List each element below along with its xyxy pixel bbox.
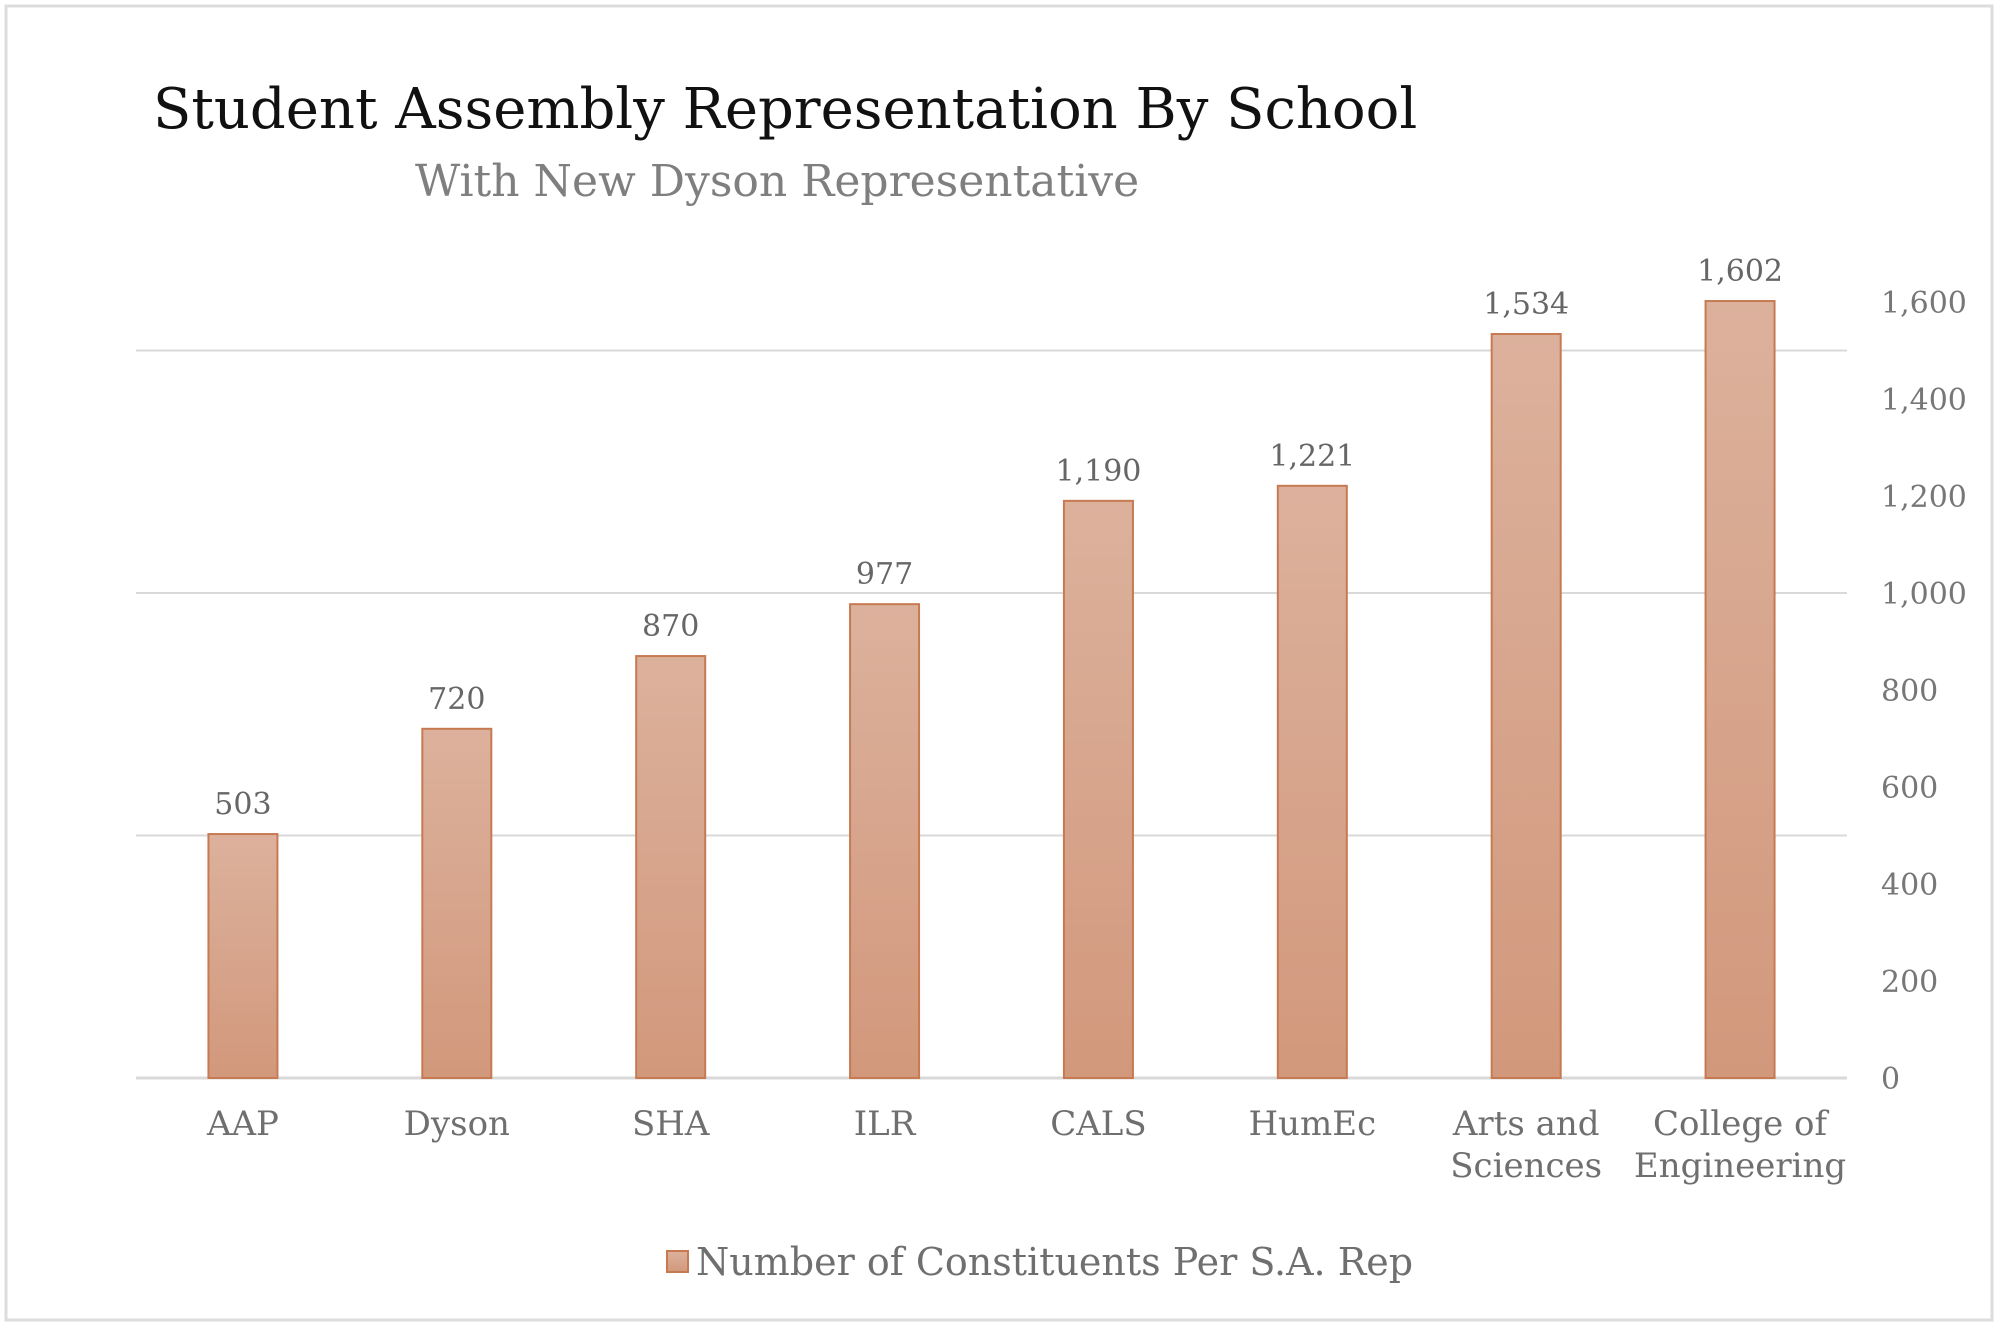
data-label: 977	[856, 557, 913, 592]
gridlines	[136, 349, 1847, 1080]
data-label: 720	[428, 682, 485, 717]
y-tick-label: 200	[1881, 965, 1938, 1000]
y-tick-label: 800	[1881, 674, 1938, 709]
bar	[207, 833, 279, 1079]
data-label: 1,602	[1697, 254, 1783, 289]
y-tick-label: 1,200	[1881, 480, 1967, 515]
x-tick-label: CALS	[1050, 1104, 1146, 1144]
x-tick-label: Arts and	[1452, 1104, 1600, 1144]
data-label: 503	[214, 787, 271, 822]
legend-label: Number of Constituents Per S.A. Rep	[696, 1240, 1413, 1284]
y-axis: 0 200 400 600 800 1,000 1,200 1,400 1,600	[1881, 286, 1967, 1097]
chart-title: Student Assembly Representation By Schoo…	[153, 77, 1417, 142]
x-tick-label: Dyson	[404, 1104, 510, 1144]
x-tick-label: AAP	[206, 1104, 279, 1144]
y-tick-label: 1,000	[1881, 577, 1967, 612]
data-labels: 503 720 870 977 1,190 1,221 1,534 1,602	[214, 254, 1783, 822]
bar	[1062, 499, 1134, 1080]
y-tick-label: 1,600	[1881, 286, 1967, 321]
x-tick-label: College of	[1653, 1104, 1830, 1144]
data-label: 1,190	[1055, 454, 1141, 489]
legend-swatch	[666, 1250, 689, 1273]
data-label: 1,221	[1269, 439, 1355, 474]
x-tick-label: SHA	[632, 1104, 710, 1144]
chart-subtitle: With New Dyson Representative	[415, 156, 1139, 207]
x-tick-label: Engineering	[1634, 1146, 1846, 1186]
x-tick-label: Sciences	[1450, 1146, 1602, 1186]
x-tick-label: ILR	[854, 1104, 917, 1144]
bars	[207, 300, 1776, 1080]
bar	[849, 603, 921, 1080]
chart-frame	[4, 4, 1994, 1322]
bar	[635, 655, 707, 1079]
bar	[1704, 300, 1776, 1079]
legend: Number of Constituents Per S.A. Rep	[666, 1240, 1413, 1284]
bar	[1276, 484, 1348, 1079]
y-tick-label: 0	[1881, 1062, 1900, 1097]
bar	[421, 727, 493, 1079]
y-tick-label: 600	[1881, 771, 1938, 806]
y-tick-label: 400	[1881, 868, 1938, 903]
data-label: 1,534	[1483, 287, 1569, 322]
bar	[1490, 333, 1562, 1079]
data-label: 870	[642, 609, 699, 644]
y-tick-label: 1,400	[1881, 383, 1967, 418]
x-tick-label: HumEc	[1248, 1104, 1376, 1144]
